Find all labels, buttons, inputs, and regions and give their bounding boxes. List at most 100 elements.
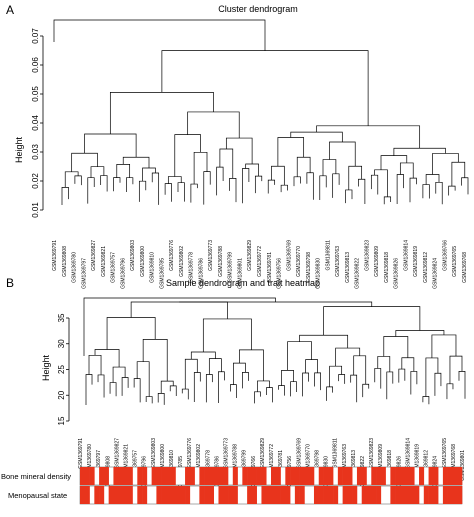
panel-a-leaf-label: GSM1369814 bbox=[403, 240, 409, 271]
trait-cell bbox=[84, 467, 90, 485]
dendrogram-branch bbox=[374, 169, 388, 197]
trait-cell bbox=[404, 486, 410, 504]
trait-cell bbox=[151, 467, 157, 485]
dendrogram-branch bbox=[425, 174, 440, 185]
dendrogram-branch bbox=[422, 396, 430, 405]
panel-a-leaf-label: GSM1369769 bbox=[286, 240, 292, 271]
dendrogram-branch bbox=[151, 172, 160, 205]
panel-b-leaf-label: GSM1369780 bbox=[87, 444, 93, 475]
trait-label-bone-mineral-density: Bone mineral density bbox=[1, 472, 71, 481]
trait-cell bbox=[428, 486, 434, 504]
trait-cell bbox=[204, 467, 210, 485]
trait-cell bbox=[118, 467, 124, 485]
dendrogram-branch bbox=[267, 179, 276, 194]
trait-cell bbox=[232, 486, 238, 504]
dendrogram-branch bbox=[74, 175, 82, 186]
dendrogram-branch bbox=[242, 372, 249, 389]
panel-b-leaf-label: GSM1369823 bbox=[369, 438, 375, 469]
dendrogram-branch bbox=[435, 181, 443, 205]
dendrogram-branch bbox=[164, 183, 172, 202]
trait-cell bbox=[290, 467, 296, 485]
panel-a-leaf-label: GSM1369773 bbox=[208, 240, 214, 271]
trait-cell bbox=[390, 467, 396, 485]
dendrogram-branch bbox=[326, 386, 334, 401]
panel-a-tick-label: 0.03 bbox=[31, 144, 40, 160]
trait-cell bbox=[323, 467, 329, 485]
trait-cell bbox=[247, 486, 253, 504]
trait-cell bbox=[380, 467, 386, 485]
panel-b-tick-label: 15 bbox=[57, 416, 66, 425]
trait-cell bbox=[342, 467, 348, 485]
trait-cell bbox=[223, 486, 229, 504]
panel-a-leaf-label: GSM1369818 bbox=[384, 252, 390, 283]
panel-a-leaf-label: GSM1369800 bbox=[140, 246, 146, 277]
trait-cell bbox=[285, 486, 291, 504]
dendrogram-branch bbox=[449, 355, 463, 384]
dendrogram-branch bbox=[329, 365, 343, 387]
panel-b-leaf-label: GSM1369819 bbox=[415, 444, 421, 475]
panel-a-leaf-label: GSM1369826 bbox=[394, 258, 400, 289]
panel-b-tick-label: 30 bbox=[57, 339, 66, 348]
trait-cell bbox=[342, 486, 348, 504]
panel-a-tick-label: 0.01 bbox=[31, 202, 40, 218]
dendrogram-branch bbox=[116, 164, 131, 178]
panel-a-leaf-label: GSM1369823 bbox=[364, 240, 370, 271]
trait-cell bbox=[189, 467, 195, 485]
trait-cell bbox=[247, 467, 253, 485]
panel-a-tick-label: 0.04 bbox=[31, 115, 40, 131]
dendrogram-branch bbox=[203, 171, 211, 205]
dendrogram-branch bbox=[383, 336, 409, 358]
panel-b-leaf-label: GSM1369821 bbox=[123, 444, 129, 475]
dendrogram-branch bbox=[109, 92, 214, 134]
trait-cell bbox=[333, 486, 339, 504]
dendrogram-branch bbox=[64, 171, 79, 188]
trait-cell bbox=[366, 486, 372, 504]
panel-b-leaf-label: GSM1369757 bbox=[133, 450, 139, 481]
panel-b-tick-label: 25 bbox=[57, 365, 66, 374]
panel-a-tick-label: 0.07 bbox=[31, 28, 40, 44]
dendrogram-branch bbox=[332, 173, 340, 198]
dendrogram-branch bbox=[84, 133, 137, 158]
dendrogram-branch bbox=[305, 359, 318, 374]
trait-cell bbox=[442, 486, 448, 504]
dendrogram-branch bbox=[90, 166, 105, 178]
panel-a-leaf-label: GSM1369802 bbox=[179, 246, 185, 277]
panel-b-tick-label: 20 bbox=[57, 390, 66, 399]
dendrogram-branch bbox=[190, 183, 198, 203]
dendrogram-branch bbox=[121, 377, 129, 396]
panel-a-leaf-label: GSM1369766 bbox=[442, 240, 448, 271]
panel-b-leaf-label: GSM1369791 bbox=[78, 438, 84, 469]
trait-cell bbox=[433, 486, 439, 504]
trait-cell bbox=[299, 467, 305, 485]
dendrogram-branch bbox=[160, 380, 174, 394]
panel-a-leaf-label: GSM1369809 bbox=[374, 246, 380, 277]
trait-cell bbox=[175, 486, 181, 504]
trait-cell bbox=[199, 467, 205, 485]
dendrogram-branch bbox=[290, 131, 343, 142]
trait-cell bbox=[318, 467, 324, 485]
trait-cell bbox=[347, 467, 353, 485]
panel-a-leaf-label: GSM1369830 bbox=[316, 258, 322, 289]
panel-a-leaf-label: GSM1369756 bbox=[277, 258, 283, 289]
trait-label-menopausal-state: Menopausal state bbox=[8, 491, 67, 500]
dendrogram-branch bbox=[193, 372, 201, 403]
dendrogram-branch bbox=[122, 156, 150, 168]
dendrogram-branch bbox=[353, 355, 367, 385]
panel-a-ylabel: Height bbox=[14, 136, 24, 163]
trait-cell bbox=[127, 467, 133, 485]
panel-b-tick-label: 35 bbox=[57, 313, 66, 322]
dendrogram-branch bbox=[174, 134, 201, 177]
dendrogram-branch bbox=[451, 161, 466, 187]
panel-b-leaf-label: GSM1369810 bbox=[169, 450, 175, 481]
dendrogram-branch bbox=[448, 185, 456, 196]
panel-b-leaf-label: GSM1369772 bbox=[269, 444, 275, 475]
dendrogram-branch bbox=[316, 125, 421, 149]
dendrogram-branch bbox=[302, 372, 309, 397]
trait-cell bbox=[118, 486, 124, 504]
panel-b-leaf-label: GSM1369765 bbox=[442, 438, 448, 469]
dendrogram-branch bbox=[97, 374, 105, 398]
trait-cell bbox=[361, 467, 367, 485]
dendrogram-branch bbox=[177, 182, 185, 202]
dendrogram-branch bbox=[239, 349, 264, 381]
